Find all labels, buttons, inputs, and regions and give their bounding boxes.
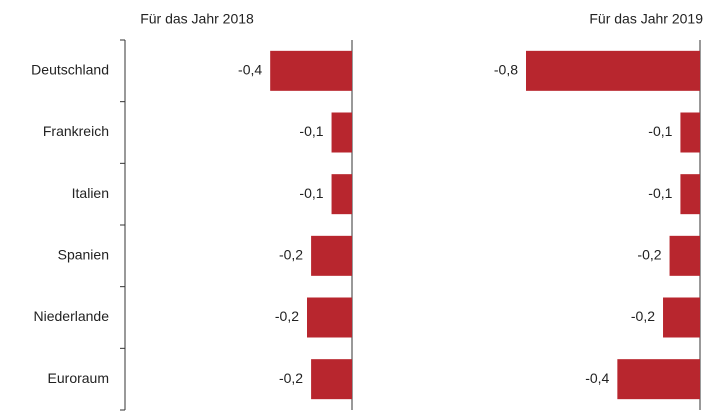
category-label: Euroraum [48,370,109,386]
bar [680,112,700,153]
category-label: Frankreich [43,123,109,139]
value-label: -0,8 [494,62,518,78]
panel-title: Für das Jahr 2019 [589,11,703,27]
value-label: -0,2 [631,308,655,324]
bar [617,359,700,400]
category-label: Niederlande [34,308,110,324]
value-label: -0,2 [279,370,303,386]
bar [311,359,352,400]
value-label: -0,1 [648,185,672,201]
bar [331,112,352,153]
value-label: -0,1 [299,185,323,201]
bar [270,50,352,91]
bar [311,235,352,276]
value-label: -0,4 [238,62,262,78]
category-label: Italien [72,185,109,201]
category-label: Deutschland [31,62,109,78]
category-label: Spanien [58,247,109,263]
panel-title: Für das Jahr 2018 [140,11,254,27]
bar [680,174,700,215]
value-label: -0,2 [279,247,303,263]
value-label: -0,2 [275,308,299,324]
bar [331,174,352,215]
value-label: -0,4 [585,370,609,386]
bar [307,297,352,338]
bar [663,297,700,338]
value-label: -0,1 [648,123,672,139]
bar [669,235,700,276]
bar [526,50,700,91]
value-label: -0,1 [299,123,323,139]
value-label: -0,2 [637,247,661,263]
